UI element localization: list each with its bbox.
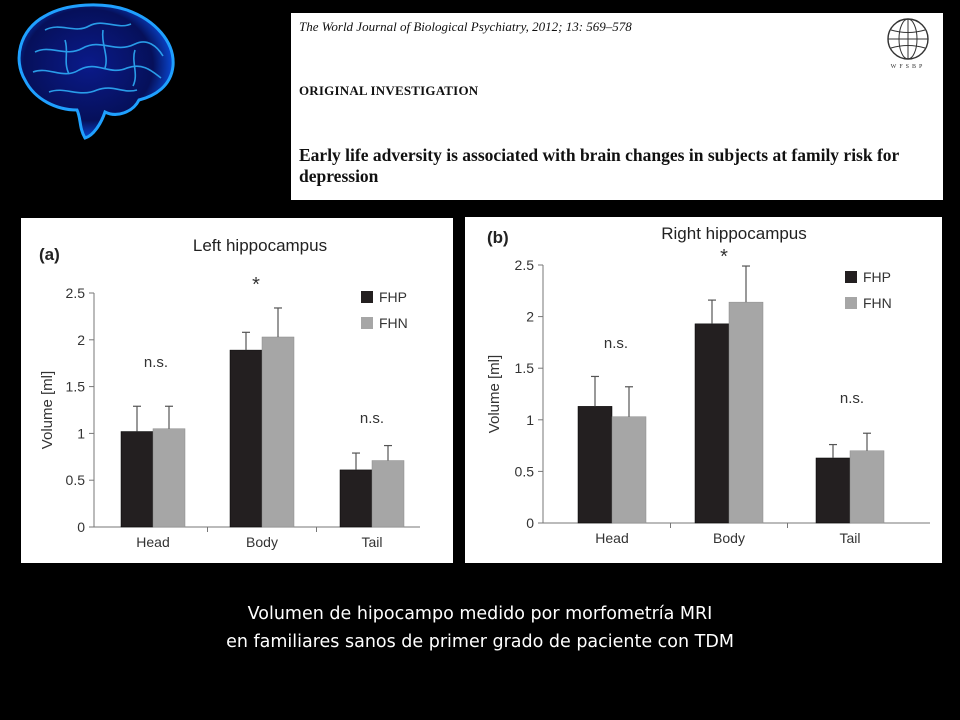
article-title: Early life adversity is associated with …	[299, 145, 900, 186]
x-tick-label: Head	[595, 530, 628, 546]
legend-label-fhn: FHN	[863, 295, 892, 311]
y-axis-label: Volume [ml]	[486, 355, 503, 433]
wfsbp-globe-icon: WFSBP	[887, 18, 929, 70]
legend-label-fhp: FHP	[863, 269, 891, 285]
legend-label-fhn: FHN	[379, 315, 408, 331]
bar-fhn	[371, 460, 405, 528]
caption-line-1: Volumen de hipocampo medido por morfomet…	[247, 604, 713, 624]
legend-swatch-fhn	[361, 317, 373, 329]
y-tick-label: 2	[77, 332, 85, 348]
y-tick-label: 0.5	[66, 472, 86, 488]
chart-panel-right: (b) Right hippocampus 0 0.5 1 1.5 2 2.5 Volume […	[465, 217, 942, 563]
legend-label-fhp: FHP	[379, 289, 407, 305]
bar-fhn	[728, 301, 764, 524]
y-tick-label: 2	[526, 309, 534, 325]
x-tick-label: Body	[713, 530, 745, 546]
x-tick-label: Tail	[839, 530, 860, 546]
svg-text:WFSBP: WFSBP	[891, 64, 926, 70]
x-tick-label: Body	[246, 534, 278, 550]
y-tick-label: 0.5	[515, 463, 535, 479]
y-tick-label: 1.5	[515, 360, 535, 376]
annotation-ns: n.s.	[360, 410, 384, 427]
bar-fhn	[849, 450, 885, 524]
y-tick-label: 0	[77, 519, 85, 535]
journal-section: ORIGINAL INVESTIGATION	[299, 83, 479, 98]
y-tick-label: 0	[526, 515, 534, 531]
bar-fhn	[152, 428, 186, 528]
journal-citation: The World Journal of Biological Psychiat…	[299, 19, 632, 34]
legend-swatch-fhp	[361, 291, 373, 303]
chart-title: Left hippocampus	[193, 236, 327, 255]
y-tick-label: 2.5	[66, 285, 86, 301]
bar-fhn	[611, 416, 647, 524]
legend-swatch-fhp	[845, 271, 857, 283]
panel-label: (a)	[39, 245, 60, 264]
bar-fhp	[694, 323, 730, 524]
caption-line-2: en familiares sanos de primer grado de p…	[226, 632, 734, 652]
bar-fhp	[339, 469, 373, 528]
significance-star: *	[720, 246, 728, 268]
bar-fhp	[229, 349, 263, 528]
y-tick-label: 1	[526, 412, 534, 428]
x-tick-label: Head	[136, 534, 169, 550]
y-tick-label: 1.5	[66, 379, 86, 395]
chart-panel-left: (a) Left hippocampus 0 0.5 1 1.5 2 2.5 Volume [m…	[21, 218, 453, 563]
bar-fhp	[815, 457, 851, 524]
significance-star: *	[252, 274, 260, 296]
bar-fhn	[261, 336, 295, 528]
y-tick-label: 1	[77, 425, 85, 441]
slide-caption: Volumen de hipocampo medido por morfomet…	[0, 600, 960, 656]
panel-label: (b)	[487, 228, 509, 247]
y-tick-label: 2.5	[515, 257, 535, 273]
brain-icon	[17, 3, 175, 140]
x-tick-label: Tail	[361, 534, 382, 550]
chart-left-hippocampus: (a) Left hippocampus 0 0.5 1 1.5 2 2.5 Volume [m…	[39, 236, 420, 550]
chart-title: Right hippocampus	[661, 224, 807, 243]
annotation-ns: n.s.	[840, 390, 864, 407]
bar-fhp	[120, 431, 154, 528]
chart-right-hippocampus: (b) Right hippocampus 0 0.5 1 1.5 2 2.5 Volume […	[486, 224, 930, 546]
journal-header: The World Journal of Biological Psychiat…	[291, 13, 943, 200]
y-axis-label: Volume [ml]	[39, 371, 56, 449]
annotation-ns: n.s.	[144, 354, 168, 371]
legend-swatch-fhn	[845, 297, 857, 309]
annotation-ns: n.s.	[604, 335, 628, 352]
bar-fhp	[577, 406, 613, 524]
